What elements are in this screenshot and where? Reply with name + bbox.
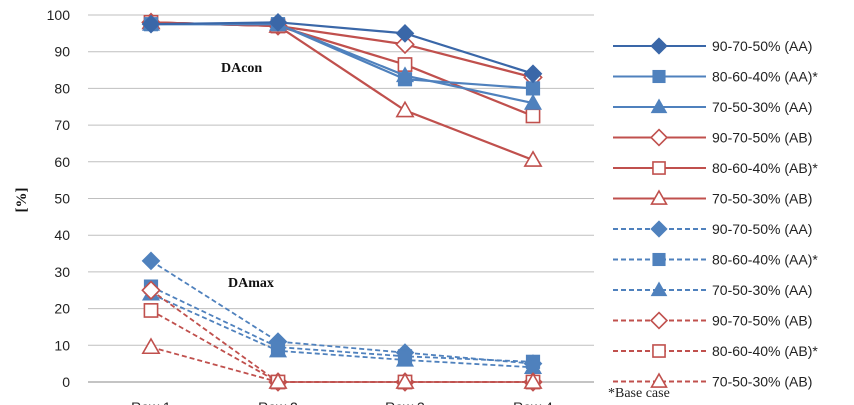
legend-item: 70-50-30% (AA) xyxy=(613,281,812,298)
y-tick-label: 70 xyxy=(54,117,70,133)
y-axis-label: [%] xyxy=(14,188,30,213)
legend-item: 90-70-50% (AA) xyxy=(613,220,812,238)
diamond-marker xyxy=(268,12,288,32)
legend-item: 70-50-30% (AB) xyxy=(613,189,812,207)
series-line xyxy=(150,21,534,75)
diamond-marker xyxy=(650,37,668,55)
triangle-marker xyxy=(395,350,415,367)
legend-label: 70-50-30% (AB) xyxy=(712,191,812,207)
series-line xyxy=(150,260,534,365)
triangle-marker xyxy=(523,372,543,389)
diamond-marker xyxy=(649,311,669,330)
triangle-marker xyxy=(395,66,415,83)
x-tick-label: Row 4 xyxy=(513,399,553,405)
legend-label: 80-60-40% (AA)* xyxy=(712,252,818,268)
legend-label: 70-50-30% (AB) xyxy=(712,374,812,390)
y-tick-label: 10 xyxy=(54,337,70,353)
legend-item: 90-70-50% (AB) xyxy=(613,311,812,330)
square-marker xyxy=(652,161,666,175)
diamond-marker xyxy=(141,280,161,301)
triangle-marker xyxy=(268,341,288,358)
triangle-marker xyxy=(523,150,543,167)
series-line xyxy=(150,285,534,363)
square-marker xyxy=(143,303,159,318)
diamond-marker xyxy=(650,220,668,238)
triangle-marker xyxy=(395,100,415,118)
y-tick-label: 40 xyxy=(54,227,70,243)
legend-label: 90-70-50% (AA) xyxy=(712,221,812,237)
annotation-dacon: DAcon xyxy=(221,61,262,76)
annotation-damax: DAmax xyxy=(228,276,274,291)
series-line xyxy=(150,346,533,383)
y-tick-label: 50 xyxy=(54,191,70,207)
legend-label: 70-50-30% (AA) xyxy=(712,282,812,298)
legend-item: 80-60-40% (AB)* xyxy=(613,343,818,359)
legend-label: 90-70-50% (AA) xyxy=(712,38,812,54)
plot-area xyxy=(141,12,543,392)
square-marker xyxy=(525,81,541,96)
legend-label: 90-70-50% (AB) xyxy=(712,313,812,329)
series-6 xyxy=(141,12,543,167)
x-tick-label: Row 1 xyxy=(131,399,171,405)
legend: 90-70-50% (AA) 80-60-40% (AA)* 70-50-30% (… xyxy=(613,37,818,390)
legend-item: 80-60-40% (AA)* xyxy=(613,252,818,268)
triangle-marker xyxy=(650,372,668,388)
legend-label: 90-70-50% (AB) xyxy=(712,130,812,146)
legend-item: 90-70-50% (AA) xyxy=(613,37,812,55)
y-tick-label: 0 xyxy=(62,374,70,390)
y-tick-label: 80 xyxy=(54,80,70,96)
x-tick-labels: Row 1 Row 2 Row 3 Row 4 xyxy=(131,399,553,405)
y-tick-label: 20 xyxy=(54,301,70,317)
series-line xyxy=(150,289,533,383)
legend-label: 80-60-40% (AA)* xyxy=(712,69,818,85)
square-marker xyxy=(652,69,666,84)
y-tick-labels: 0 10 20 30 40 50 60 70 80 90 100 xyxy=(47,7,71,390)
legend-item: 80-60-40% (AB)* xyxy=(613,160,818,176)
legend-label: 80-60-40% (AB)* xyxy=(712,343,818,359)
y-tick-label: 30 xyxy=(54,264,70,280)
triangle-marker xyxy=(650,98,668,114)
series-7 xyxy=(141,251,543,373)
triangle-marker xyxy=(523,93,543,110)
diamond-marker xyxy=(649,128,669,147)
triangle-marker xyxy=(141,337,161,355)
x-tick-label: Row 2 xyxy=(258,399,298,405)
series-10 xyxy=(141,280,543,392)
triangle-marker xyxy=(395,372,415,389)
series-12 xyxy=(141,337,543,389)
footnote: *Base case xyxy=(608,386,670,401)
series-1 xyxy=(141,12,543,84)
y-tick-label: 60 xyxy=(54,154,70,170)
y-tick-label: 100 xyxy=(47,7,71,23)
gridlines xyxy=(88,14,594,346)
square-marker xyxy=(525,108,541,124)
x-tick-label: Row 3 xyxy=(385,399,425,405)
legend-item: 70-50-30% (AB) xyxy=(613,372,812,390)
triangle-marker xyxy=(650,281,668,297)
series-line xyxy=(150,309,533,383)
legend-label: 80-60-40% (AB)* xyxy=(712,160,818,176)
legend-label: 70-50-30% (AA) xyxy=(712,99,812,115)
legend-item: 70-50-30% (AA) xyxy=(613,98,812,115)
diamond-marker xyxy=(395,24,415,43)
square-marker xyxy=(652,344,666,358)
diamond-marker xyxy=(523,64,543,84)
y-tick-label: 90 xyxy=(54,44,70,60)
triangle-marker xyxy=(650,189,668,205)
diamond-marker xyxy=(141,251,161,271)
diamond-marker xyxy=(395,34,415,55)
series-line xyxy=(150,293,534,369)
diamond-marker xyxy=(141,14,161,34)
square-marker xyxy=(652,252,666,267)
triangle-marker xyxy=(268,372,288,389)
legend-item: 90-70-50% (AB) xyxy=(613,128,812,147)
legend-item: 80-60-40% (AA)* xyxy=(613,69,818,85)
